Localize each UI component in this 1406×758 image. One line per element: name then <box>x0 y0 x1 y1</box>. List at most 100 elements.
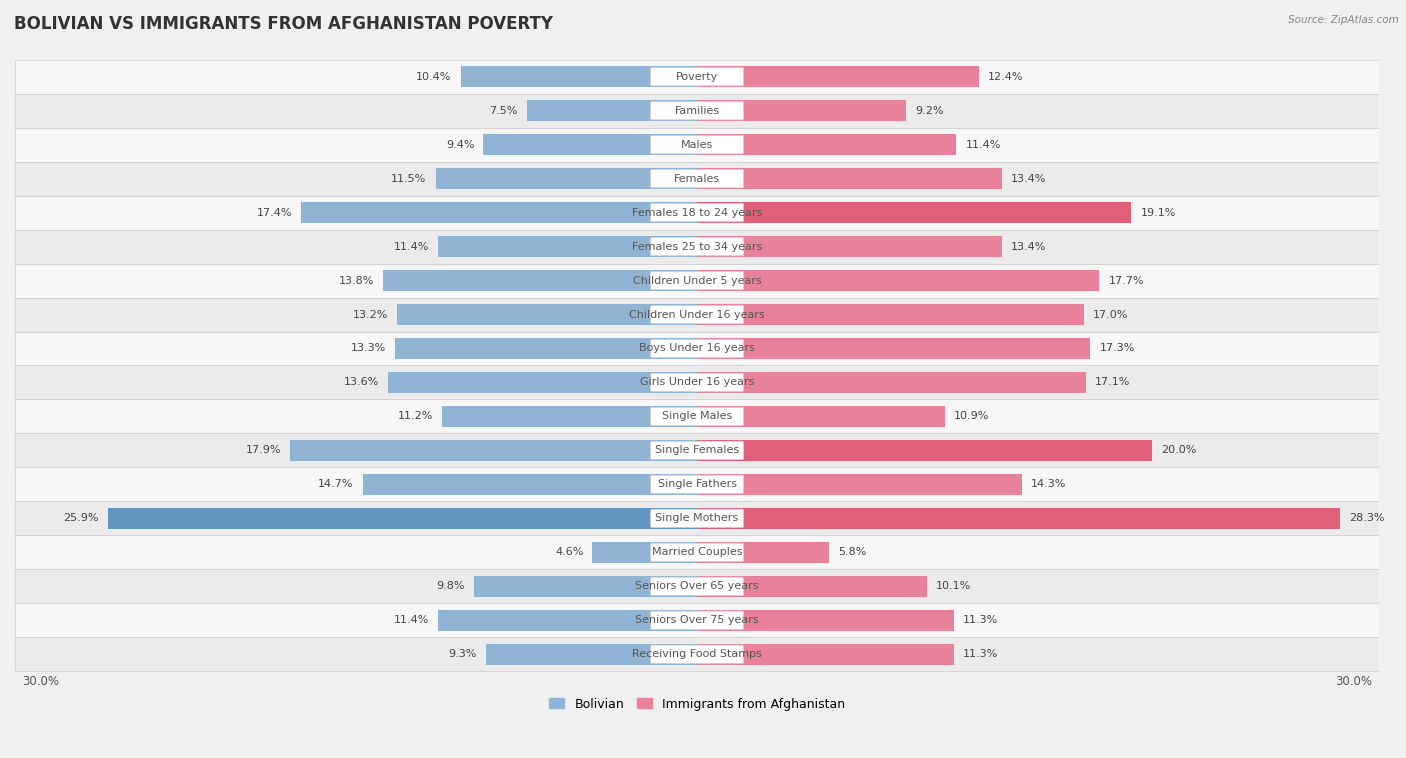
Bar <box>697 644 953 665</box>
Bar <box>396 304 697 325</box>
FancyBboxPatch shape <box>15 196 1379 230</box>
Text: Single Fathers: Single Fathers <box>658 479 737 490</box>
FancyBboxPatch shape <box>15 434 1379 468</box>
FancyBboxPatch shape <box>651 237 744 255</box>
Text: Receiving Food Stamps: Receiving Food Stamps <box>633 650 762 659</box>
Bar <box>363 474 697 495</box>
Bar <box>697 202 1132 223</box>
FancyBboxPatch shape <box>651 305 744 324</box>
Text: 9.8%: 9.8% <box>437 581 465 591</box>
Text: Poverty: Poverty <box>676 72 718 82</box>
FancyBboxPatch shape <box>651 136 744 154</box>
FancyBboxPatch shape <box>15 331 1379 365</box>
FancyBboxPatch shape <box>651 203 744 222</box>
Text: 10.1%: 10.1% <box>936 581 972 591</box>
Bar <box>697 66 979 87</box>
FancyBboxPatch shape <box>15 127 1379 161</box>
Text: 4.6%: 4.6% <box>555 547 583 557</box>
Text: 7.5%: 7.5% <box>489 105 517 116</box>
Bar <box>437 609 697 631</box>
Text: Seniors Over 65 years: Seniors Over 65 years <box>636 581 759 591</box>
Bar <box>697 406 945 427</box>
Text: 11.5%: 11.5% <box>391 174 426 183</box>
Text: 9.3%: 9.3% <box>449 650 477 659</box>
FancyBboxPatch shape <box>15 501 1379 535</box>
FancyBboxPatch shape <box>651 577 744 596</box>
Text: 10.4%: 10.4% <box>416 72 451 82</box>
FancyBboxPatch shape <box>15 94 1379 127</box>
Text: 11.2%: 11.2% <box>398 412 433 421</box>
Bar <box>290 440 697 461</box>
FancyBboxPatch shape <box>651 170 744 188</box>
Bar <box>461 66 697 87</box>
Text: 13.8%: 13.8% <box>339 276 374 286</box>
Bar <box>384 270 697 291</box>
Bar <box>388 372 697 393</box>
Text: Children Under 5 years: Children Under 5 years <box>633 276 762 286</box>
Text: 17.9%: 17.9% <box>246 446 281 456</box>
Text: 9.4%: 9.4% <box>446 139 474 149</box>
Text: 5.8%: 5.8% <box>838 547 866 557</box>
Text: 30.0%: 30.0% <box>1336 675 1372 688</box>
Text: Seniors Over 75 years: Seniors Over 75 years <box>636 615 759 625</box>
Text: Females: Females <box>673 174 720 183</box>
Bar <box>485 644 697 665</box>
FancyBboxPatch shape <box>651 611 744 629</box>
FancyBboxPatch shape <box>15 298 1379 331</box>
FancyBboxPatch shape <box>15 468 1379 501</box>
FancyBboxPatch shape <box>651 67 744 86</box>
Bar <box>697 576 927 597</box>
Text: 13.4%: 13.4% <box>1011 174 1046 183</box>
FancyBboxPatch shape <box>651 441 744 459</box>
Text: 17.4%: 17.4% <box>257 208 292 218</box>
Bar <box>697 609 953 631</box>
Text: Boys Under 16 years: Boys Under 16 years <box>640 343 755 353</box>
Text: 13.3%: 13.3% <box>350 343 385 353</box>
FancyBboxPatch shape <box>15 603 1379 637</box>
Text: Females 18 to 24 years: Females 18 to 24 years <box>631 208 762 218</box>
Text: Girls Under 16 years: Girls Under 16 years <box>640 377 754 387</box>
Bar <box>697 270 1099 291</box>
Text: 28.3%: 28.3% <box>1350 513 1385 523</box>
Text: BOLIVIAN VS IMMIGRANTS FROM AFGHANISTAN POVERTY: BOLIVIAN VS IMMIGRANTS FROM AFGHANISTAN … <box>14 15 553 33</box>
Bar <box>697 508 1340 529</box>
Text: Males: Males <box>681 139 713 149</box>
Bar <box>697 440 1152 461</box>
FancyBboxPatch shape <box>15 161 1379 196</box>
Bar <box>697 168 1001 190</box>
Text: Single Males: Single Males <box>662 412 733 421</box>
Text: Single Mothers: Single Mothers <box>655 513 738 523</box>
FancyBboxPatch shape <box>651 509 744 528</box>
Text: 19.1%: 19.1% <box>1140 208 1175 218</box>
FancyBboxPatch shape <box>15 637 1379 672</box>
FancyBboxPatch shape <box>15 264 1379 298</box>
Text: Females 25 to 34 years: Females 25 to 34 years <box>631 242 762 252</box>
FancyBboxPatch shape <box>15 365 1379 399</box>
FancyBboxPatch shape <box>15 230 1379 264</box>
Text: 14.7%: 14.7% <box>318 479 354 490</box>
FancyBboxPatch shape <box>15 569 1379 603</box>
Text: 11.3%: 11.3% <box>963 615 998 625</box>
Text: 20.0%: 20.0% <box>1161 446 1197 456</box>
Text: 12.4%: 12.4% <box>988 72 1024 82</box>
Text: Families: Families <box>675 105 720 116</box>
Bar <box>301 202 697 223</box>
Legend: Bolivian, Immigrants from Afghanistan: Bolivian, Immigrants from Afghanistan <box>544 693 849 716</box>
Bar <box>697 134 956 155</box>
Text: 13.2%: 13.2% <box>353 309 388 320</box>
Bar <box>697 474 1022 495</box>
Text: 10.9%: 10.9% <box>953 412 990 421</box>
Bar <box>474 576 697 597</box>
FancyBboxPatch shape <box>651 102 744 120</box>
Text: 11.3%: 11.3% <box>963 650 998 659</box>
FancyBboxPatch shape <box>651 340 744 358</box>
Bar <box>592 542 697 563</box>
Text: 11.4%: 11.4% <box>966 139 1001 149</box>
Text: Single Females: Single Females <box>655 446 740 456</box>
Text: Source: ZipAtlas.com: Source: ZipAtlas.com <box>1288 15 1399 25</box>
Bar <box>437 236 697 257</box>
FancyBboxPatch shape <box>651 475 744 493</box>
Text: Married Couples: Married Couples <box>652 547 742 557</box>
FancyBboxPatch shape <box>651 271 744 290</box>
Text: 13.4%: 13.4% <box>1011 242 1046 252</box>
